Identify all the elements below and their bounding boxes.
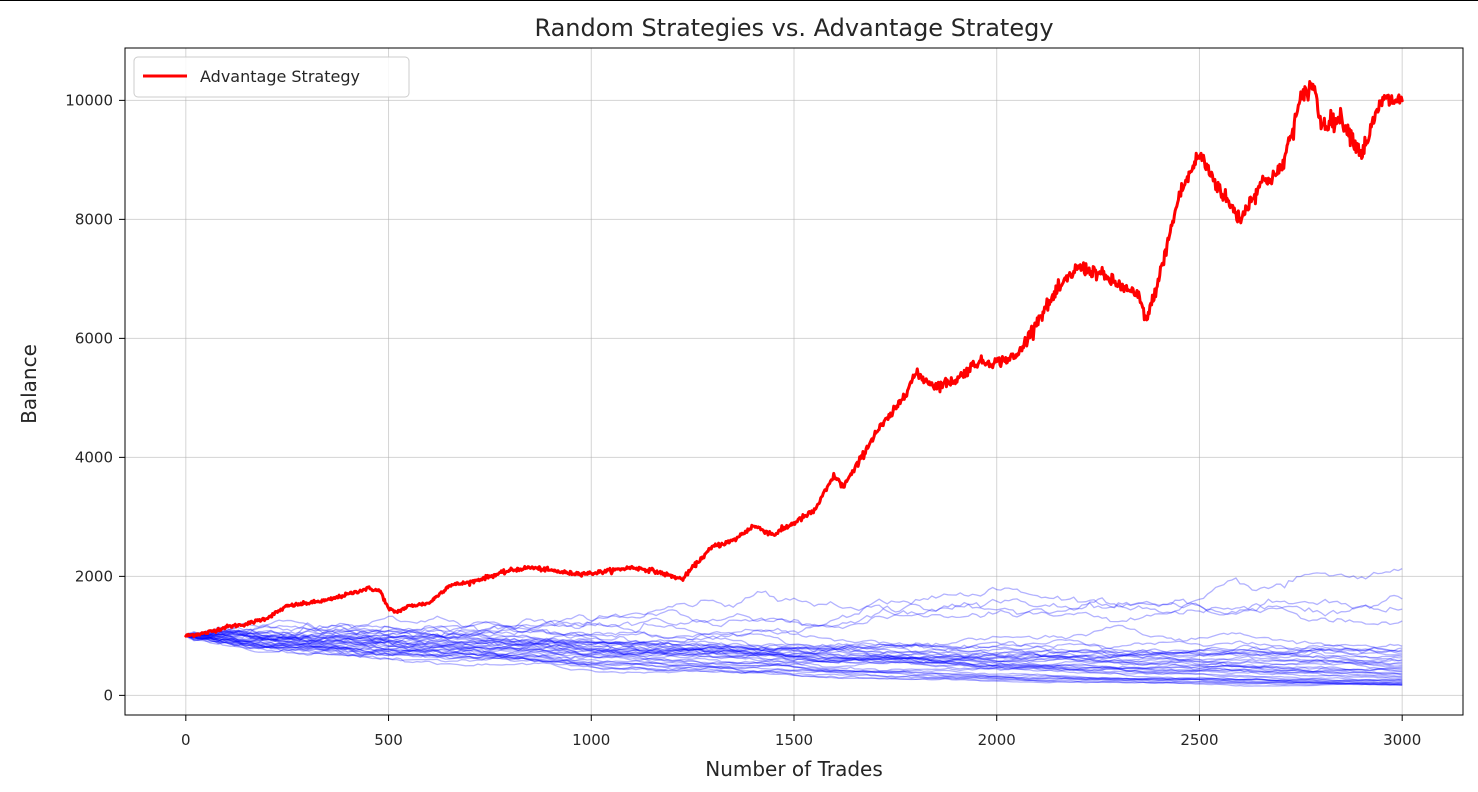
x-axis-ticks: 0 500 1000 1500 2000 2500 3000 — [181, 715, 1421, 749]
random-strategy-line — [185, 634, 1403, 675]
random-strategy-line — [185, 629, 1403, 683]
random-strategy-line — [185, 625, 1403, 664]
random-strategy-line — [185, 635, 1403, 665]
random-strategy-line — [185, 635, 1403, 679]
random-strategy-line — [185, 631, 1403, 673]
random-strategy-line — [185, 630, 1403, 675]
random-strategy-line — [185, 626, 1403, 673]
random-strategy-line — [185, 594, 1403, 641]
random-strategy-line — [185, 627, 1403, 660]
y-tick-label: 0 — [103, 686, 113, 704]
x-tick-label: 0 — [181, 731, 191, 749]
x-tick-label: 2500 — [1180, 731, 1218, 749]
random-strategy-line — [185, 633, 1403, 686]
random-strategy-line — [185, 634, 1403, 687]
x-tick-label: 500 — [374, 731, 403, 749]
random-strategy-line — [185, 632, 1403, 683]
random-strategy-line — [185, 630, 1403, 666]
y-tick-label: 8000 — [75, 210, 113, 228]
x-tick-label: 1500 — [775, 731, 813, 749]
random-strategy-line — [185, 634, 1403, 665]
random-strategy-line — [185, 631, 1403, 677]
random-strategy-line — [185, 634, 1403, 662]
random-strategy-line — [185, 598, 1403, 638]
x-tick-label: 3000 — [1383, 731, 1421, 749]
x-tick-label: 2000 — [978, 731, 1016, 749]
random-strategy-line — [185, 635, 1403, 686]
x-axis-label: Number of Trades — [705, 757, 883, 781]
random-strategy-line — [185, 626, 1403, 662]
random-strategy-line — [185, 635, 1403, 685]
random-strategy-line — [185, 634, 1403, 686]
legend: Advantage Strategy — [133, 56, 410, 98]
random-strategy-line — [185, 586, 1403, 637]
random-strategy-lines — [185, 568, 1403, 687]
legend-box — [133, 56, 410, 98]
random-strategy-line — [185, 631, 1403, 682]
random-strategy-line — [185, 624, 1403, 652]
advantage-strategy-line — [184, 79, 1404, 639]
random-strategy-line — [185, 627, 1403, 670]
window-top-border — [0, 0, 1478, 1]
y-tick-label: 10000 — [65, 91, 113, 109]
y-tick-label: 4000 — [75, 448, 113, 466]
y-axis-label: Balance — [17, 344, 41, 424]
random-strategy-line — [185, 628, 1403, 658]
random-strategy-line — [185, 625, 1403, 672]
random-strategy-line — [185, 635, 1403, 684]
x-tick-label: 1000 — [572, 731, 610, 749]
random-strategy-line — [185, 632, 1403, 669]
legend-label-advantage: Advantage Strategy — [200, 67, 360, 86]
random-strategy-line — [185, 629, 1403, 658]
y-tick-label: 6000 — [75, 329, 113, 347]
grid — [125, 48, 1463, 715]
random-strategy-line — [185, 633, 1403, 661]
random-strategy-line — [185, 568, 1403, 642]
random-strategy-line — [185, 635, 1403, 686]
random-strategy-line — [185, 635, 1403, 676]
y-axis-ticks: 0 2000 4000 6000 8000 10000 — [65, 91, 125, 704]
random-strategy-line — [185, 635, 1403, 682]
random-strategy-line — [185, 622, 1403, 657]
random-strategy-line — [185, 622, 1403, 678]
chart-title: Random Strategies vs. Advantage Strategy — [534, 14, 1053, 42]
y-tick-label: 2000 — [75, 567, 113, 585]
random-strategy-line — [185, 633, 1403, 685]
random-strategy-line — [185, 619, 1403, 667]
